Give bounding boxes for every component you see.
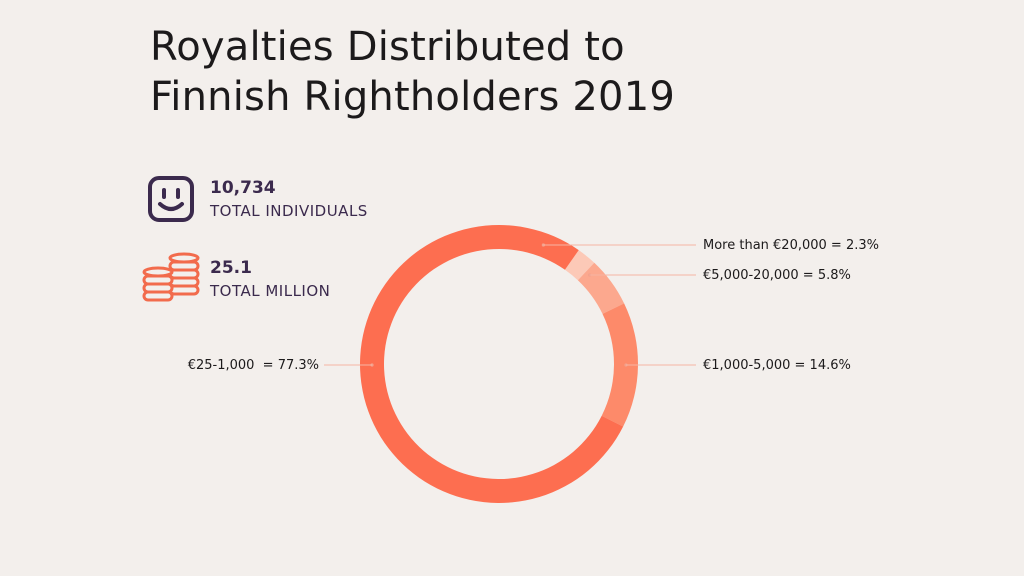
smiley-face-icon: [148, 176, 194, 222]
total-million-value: 25.1: [210, 258, 252, 278]
data-label-5-000-20-000: €5,000-20,000 = 5.8%: [703, 268, 851, 283]
total-million-label: TOTAL MILLION: [210, 282, 331, 300]
data-label-more-than-20-000: More than €20,000 = 2.3%: [703, 238, 879, 253]
coin-stacks-icon: [142, 252, 200, 302]
chart-title-line-2: Finnish Rightholders 2019: [150, 74, 675, 120]
data-label-1-000-5-000: €1,000-5,000 = 14.6%: [703, 358, 851, 373]
chart-title: Royalties Distributed to Finnish Rightho…: [150, 22, 675, 122]
total-individuals-value: 10,734: [210, 178, 276, 198]
total-individuals-label: TOTAL INDIVIDUALS: [210, 202, 368, 220]
slice-1-000-5-000: [601, 303, 638, 427]
data-label-25-1-000: €25-1,000 = 77.3%: [188, 358, 319, 373]
chart-title-line-1: Royalties Distributed to: [150, 24, 625, 70]
slice-more-than-20-000: [564, 250, 595, 281]
